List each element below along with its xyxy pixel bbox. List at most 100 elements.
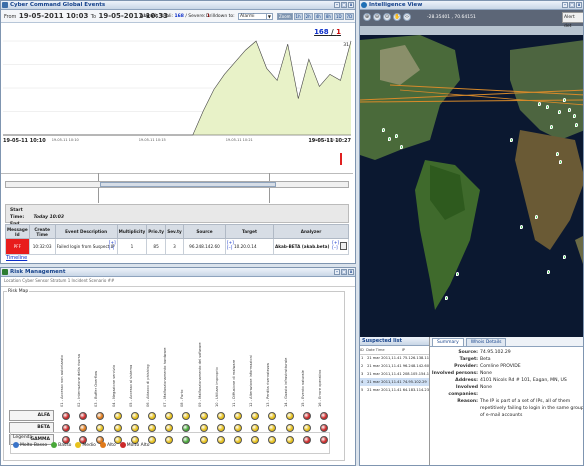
risk-indicator[interactable] xyxy=(320,435,328,444)
table-row[interactable]: 5 21 mar 2011,11.41 64.183.114.23 xyxy=(360,386,429,394)
map-pin-icon[interactable] xyxy=(445,296,448,300)
col-source[interactable]: Source xyxy=(182,224,226,239)
map-pin-icon[interactable] xyxy=(559,160,562,164)
col-multiplicity[interactable]: Multiplicity xyxy=(116,224,148,239)
map-pin-icon[interactable] xyxy=(395,134,398,138)
pan-icon[interactable]: ✋ xyxy=(393,13,401,21)
risk-indicator[interactable] xyxy=(113,423,122,432)
risk-indicator[interactable] xyxy=(251,435,260,444)
map-pin-icon[interactable] xyxy=(388,137,391,141)
col-datetime[interactable]: Date Time xyxy=(366,346,402,355)
risk-indicator[interactable] xyxy=(130,423,139,432)
table-row[interactable]: 4 21 mar 2011,11.41 74.95.102.29 xyxy=(360,378,429,386)
risk-indicator[interactable] xyxy=(148,435,156,444)
events-chart[interactable]: 168 / 1 31 19-05-11 10:10 19-05-11 10:15 1… xyxy=(1,23,353,173)
maximize-button[interactable]: □ xyxy=(341,269,347,275)
map-pin-icon[interactable] xyxy=(547,270,550,274)
minimize-button[interactable]: – xyxy=(334,269,340,275)
risk-indicator[interactable] xyxy=(165,435,174,444)
risk-row-alfa[interactable]: ALFA xyxy=(9,410,54,421)
map-pin-icon[interactable] xyxy=(510,138,513,142)
close-button[interactable]: x xyxy=(576,2,582,8)
risk-indicator[interactable] xyxy=(302,435,311,444)
risk-indicator[interactable] xyxy=(285,411,294,420)
risk-indicator[interactable] xyxy=(199,435,208,444)
risk-indicator[interactable] xyxy=(130,435,139,444)
close-button[interactable]: x xyxy=(348,2,354,8)
zoom-4h-button[interactable]: 4h xyxy=(313,13,323,20)
risk-indicator[interactable] xyxy=(268,435,277,444)
risk-indicator[interactable] xyxy=(285,423,294,432)
risk-indicator[interactable] xyxy=(199,411,208,420)
expand-icon[interactable]: [+] [–] xyxy=(108,240,116,250)
risk-indicator[interactable] xyxy=(234,411,242,420)
minimize-button[interactable]: – xyxy=(562,2,568,8)
col-create-time[interactable]: Create Time xyxy=(28,224,56,239)
col-id[interactable]: ID xyxy=(360,346,367,355)
risk-indicator[interactable] xyxy=(96,423,105,432)
risk-indicator[interactable] xyxy=(62,435,70,444)
risk-indicator[interactable] xyxy=(216,423,225,432)
risk-indicator[interactable] xyxy=(302,411,311,420)
zoom-in-icon[interactable]: ⊕ xyxy=(363,13,371,21)
risk-indicator[interactable] xyxy=(62,423,70,432)
risk-row-gamma[interactable]: GAMMA xyxy=(9,434,54,445)
risk-indicator[interactable] xyxy=(302,423,311,432)
tab-summary[interactable]: Summary xyxy=(432,338,464,346)
close-button[interactable]: x xyxy=(348,269,354,275)
map-pin-icon[interactable] xyxy=(563,255,566,259)
risk-indicator[interactable] xyxy=(148,411,156,420)
map-pin-icon[interactable] xyxy=(538,102,541,106)
document-icon[interactable] xyxy=(340,242,347,250)
risk-indicator[interactable] xyxy=(182,435,191,444)
risk-indicator[interactable] xyxy=(251,423,260,432)
table-row[interactable]: PFF 10:32:03 Failed login from Suspect I… xyxy=(5,238,350,255)
map-pin-icon[interactable] xyxy=(568,108,571,112)
map-pin-icon[interactable] xyxy=(556,152,559,156)
col-target[interactable]: Target xyxy=(224,224,274,239)
risk-indicator[interactable] xyxy=(79,411,88,420)
zoom-1d-button[interactable]: 1D xyxy=(333,13,344,20)
minimize-button[interactable]: – xyxy=(334,2,340,8)
risk-indicator[interactable] xyxy=(165,411,174,420)
col-severity[interactable]: Sev.ty xyxy=(164,224,184,239)
map-pin-icon[interactable] xyxy=(535,215,538,219)
map-pin-icon[interactable] xyxy=(563,98,566,102)
risk-indicator[interactable] xyxy=(96,411,105,420)
risk-indicator[interactable] xyxy=(148,423,156,432)
risk-indicator[interactable] xyxy=(182,423,191,432)
zoom-8h-button[interactable]: 8h xyxy=(323,13,333,20)
map-pin-icon[interactable] xyxy=(550,125,553,129)
col-description[interactable]: Event Description xyxy=(54,224,118,239)
risk-indicator[interactable] xyxy=(79,435,88,444)
risk-indicator[interactable] xyxy=(268,423,277,432)
map-pin-icon[interactable] xyxy=(573,114,576,118)
nav-arrows-icon[interactable]: ‹› xyxy=(403,13,411,21)
zoom-2h-button[interactable]: 2h xyxy=(303,13,313,20)
risk-indicator[interactable] xyxy=(182,411,191,420)
table-row[interactable]: 1 21 mar 2011,11.41 75.126.138.11 xyxy=(360,354,429,362)
tab-whois[interactable]: Whois Details xyxy=(465,338,507,346)
risk-indicator[interactable] xyxy=(234,435,242,444)
risk-indicator[interactable] xyxy=(113,435,122,444)
risk-indicator[interactable] xyxy=(320,423,328,432)
col-analyzer[interactable]: Analyzer xyxy=(272,224,350,239)
map-pin-icon[interactable] xyxy=(546,105,549,109)
timeline-link[interactable]: Timeline xyxy=(6,255,28,261)
expand-icon[interactable]: [+] [–] xyxy=(226,240,234,250)
col-priority[interactable]: Prio.ty xyxy=(146,224,166,239)
risk-indicator[interactable] xyxy=(251,411,260,420)
risk-indicator[interactable] xyxy=(216,411,225,420)
table-row[interactable]: 3 21 mar 2011,11.41 208.105.154.1 xyxy=(360,370,429,378)
risk-indicator[interactable] xyxy=(130,411,139,420)
risk-indicator[interactable] xyxy=(268,411,277,420)
risk-indicator[interactable] xyxy=(113,411,122,420)
drilldown-select[interactable]: Alarmi ▼ xyxy=(238,13,273,20)
map-pin-icon[interactable] xyxy=(400,145,403,149)
zoom-1h-button[interactable]: 1h xyxy=(293,13,303,20)
risk-indicator[interactable] xyxy=(285,435,294,444)
risk-indicator[interactable] xyxy=(320,411,328,420)
col-ip[interactable]: IP xyxy=(401,346,429,355)
map-pin-icon[interactable] xyxy=(456,272,459,276)
zoom-7d-button[interactable]: 7D xyxy=(344,13,355,20)
